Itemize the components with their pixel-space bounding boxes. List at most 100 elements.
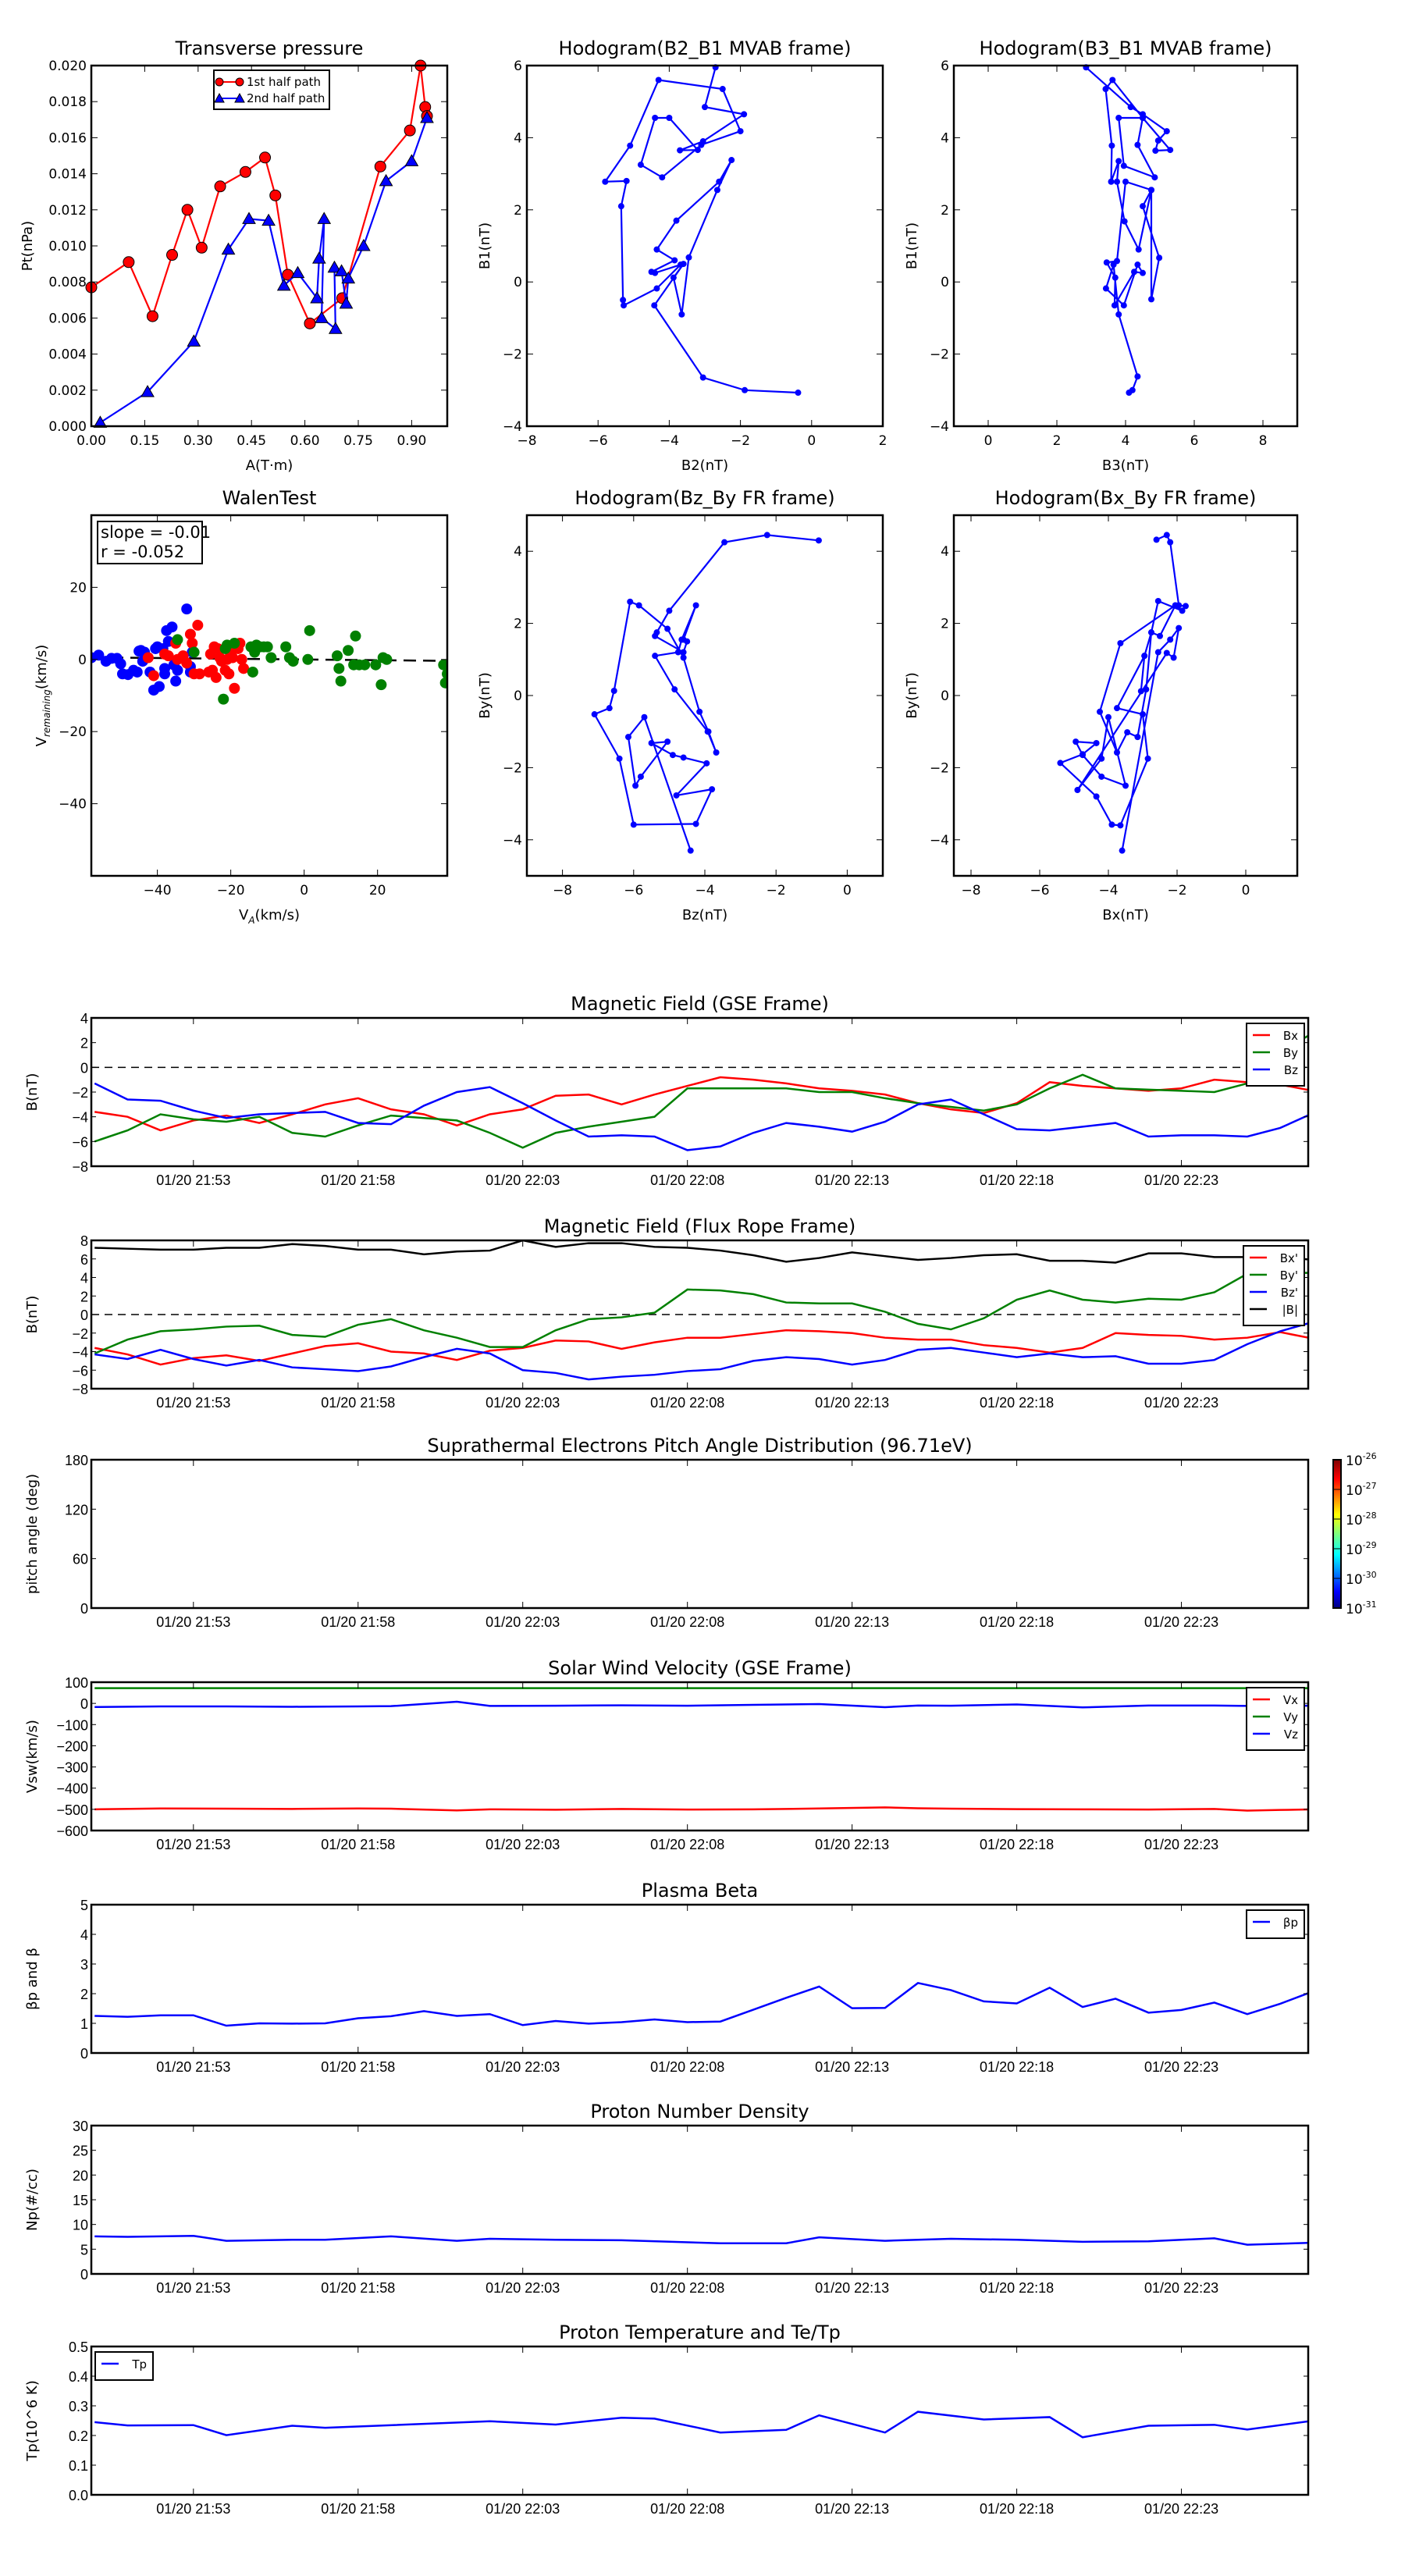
hodogram-bx-by-data-point	[1093, 793, 1100, 800]
proton-temperature-ytick-label: 0.4	[69, 2369, 88, 2385]
proton-density-ytick-label: 0	[80, 2267, 88, 2282]
walen-data-point-green	[350, 630, 361, 642]
plasma-beta-ytick-label: 4	[80, 1927, 88, 1943]
hodogram-bz-by-data-point	[678, 636, 685, 643]
hodogram-bz-by-data-point	[652, 653, 659, 660]
hodogram-bz-by-data-point	[713, 749, 720, 756]
walen-data-point-blue	[159, 663, 171, 674]
proton-density-ylabel: Np(#/cc)	[24, 2169, 41, 2231]
hodogram-bx-by-axes-frame	[952, 514, 1299, 877]
hodogram-b3-b1-axes-frame	[952, 64, 1299, 428]
hodogram-b3-b1-ytick-label: 6	[941, 59, 949, 74]
mag-gse-chart: Magnetic Field (GSE Frame) −8 −6 −4 −2 0 2 4 01/…	[24, 993, 1310, 1188]
proton-density-ytick-label: 25	[73, 2144, 88, 2159]
hodogram-b3-b1-xtick-label: 2	[1053, 433, 1062, 449]
hodogram-bx-by-xtick-label: −8	[961, 883, 980, 898]
hodogram-bz-by-ytick-label: 2	[514, 617, 522, 632]
pitch-angle-xtick-label: 01/20 22:03	[486, 1614, 560, 1630]
hodogram-b3-b1-xlabel: B3(nT)	[1102, 457, 1149, 474]
hodogram-b3-b1-data-point	[1103, 259, 1110, 266]
hodogram-b3-b1-data-point	[1140, 269, 1146, 276]
tp-legend: 1st half path 2nd half path	[213, 69, 330, 110]
walen-data-point-green	[302, 653, 314, 665]
hodogram-b3-b1-data-point	[1131, 269, 1137, 276]
hodogram-bx-by-data-point	[1072, 738, 1080, 745]
proton-density-xtick-label: 01/20 22:23	[1144, 2280, 1218, 2296]
solar-wind-velocity-xtick-label: 01/20 22:13	[815, 1837, 889, 1852]
hodogram-bx-by-ytick-label: 4	[941, 544, 949, 560]
hodogram-b3-b1-data-point	[1134, 262, 1141, 269]
hodogram-b2-b1-xtick-label: −4	[660, 433, 679, 449]
transverse-pressure-data-point	[304, 317, 316, 329]
walen-data-point-blue	[166, 621, 178, 633]
hodogram-bz-by-data-point	[680, 654, 687, 661]
walen-data-point-red	[187, 638, 198, 649]
hodogram-b3-b1-data-point	[1111, 302, 1118, 309]
hodogram-bx-by-data-point	[1122, 782, 1129, 789]
walen-data-point-green	[218, 693, 229, 705]
hodogram-b2-b1-data-point	[652, 114, 659, 121]
hodogram-bz-by-data-point	[705, 728, 712, 735]
hodogram-bz-by-data-point	[641, 713, 648, 720]
hodogram-bz-by-data-point	[673, 792, 680, 799]
hodogram-bx-by-data-point	[1140, 711, 1146, 718]
mag-fr-ytick-label: 8	[80, 1233, 88, 1249]
transverse-pressure-data-point	[311, 251, 326, 264]
proton-density-series-np	[94, 2234, 1308, 2246]
walen-test-ylabel: Vremaining(km/s)	[34, 645, 52, 747]
colorbar-exponent: -27	[1363, 1481, 1377, 1491]
legend-label: By	[1283, 1046, 1298, 1060]
plasma-beta-xtick-label: 01/20 21:58	[321, 2059, 395, 2075]
transverse-pressure-xtick-label: 0.75	[343, 433, 373, 449]
hodogram-b2-b1-ytick-label: 6	[514, 59, 522, 74]
walen-test-ytick-label: −20	[59, 724, 87, 740]
transverse-pressure-data-point	[339, 296, 354, 309]
legend-label: βp	[1283, 1916, 1298, 1930]
transverse-pressure-ytick-label: 0.010	[48, 239, 87, 254]
plasma-beta-xtick-label: 01/20 21:53	[156, 2059, 230, 2075]
hodogram-bz-by-ytick-label: −4	[503, 833, 522, 849]
walen-data-point-green	[343, 645, 354, 656]
solar-wind-velocity-legend: Vx Vy Vz	[1246, 1687, 1305, 1751]
hodogram-b3-b1-data-point	[1127, 104, 1134, 111]
solar-wind-velocity-chart: Solar Wind Velocity (GSE Frame) −600 −500 −…	[24, 1657, 1310, 1852]
hodogram-bz-by-data-point	[692, 602, 699, 609]
hodogram-b2-b1-data-point	[741, 111, 748, 118]
hodogram-bz-by-data-point	[664, 625, 671, 632]
hodogram-b3-b1-data-point	[1122, 178, 1129, 185]
colorbar-tick-label: 10-31	[1346, 1599, 1377, 1617]
transverse-pressure-title: Transverse pressure	[175, 37, 364, 59]
ylabel-base: V	[34, 736, 50, 746]
hodogram-bx-by-data-point	[1179, 607, 1186, 614]
hodogram-bz-by-data-point	[632, 782, 639, 789]
mag-fr-legend: Bx' By' Bz' |B|	[1243, 1245, 1305, 1326]
hodogram-b3-b1-chart: Hodogram(B3_B1 MVAB frame) −4 −2 0 2 4 6 0 2 4 6 8 B…	[904, 37, 1299, 474]
walen-data-point-blue	[153, 681, 165, 692]
solar-wind-velocity-xtick-label: 01/20 21:53	[156, 1837, 230, 1852]
proton-density-title: Proton Number Density	[590, 2101, 809, 2122]
mag-fr-series-by	[94, 1272, 1308, 1355]
pitch-angle-chart: Suprathermal Electrons Pitch Angle Distr…	[24, 1435, 1377, 1630]
plasma-beta-ytick-label: 0	[80, 2046, 88, 2062]
hodogram-b2-b1-xtick-label: −6	[589, 433, 608, 449]
colorbar-base: 10	[1346, 1602, 1363, 1617]
hodogram-bz-by-data-point	[692, 820, 699, 827]
hodogram-b3-b1-data-point	[1140, 114, 1146, 121]
hodogram-bx-by-data-point	[1153, 536, 1160, 543]
transverse-pressure-data-point	[379, 173, 393, 187]
transverse-pressure-ytick-label: 0.016	[48, 130, 87, 146]
proton-density-xtick-label: 01/20 22:13	[815, 2280, 889, 2296]
plasma-beta-xtick-label: 01/20 22:23	[1144, 2059, 1218, 2075]
walen-data-point-green	[172, 634, 183, 646]
transverse-pressure-data-point	[146, 310, 158, 322]
solar-wind-velocity-series-vx	[94, 1806, 1308, 1812]
colorbar-exponent: -26	[1363, 1451, 1377, 1461]
walen-data-point-red	[194, 668, 205, 680]
hodogram-bz-by-xlabel: Bz(nT)	[682, 907, 727, 923]
plasma-beta-xtick-label: 01/20 22:08	[650, 2059, 724, 2075]
pitch-angle-axes-frame	[90, 1458, 1310, 1610]
hodogram-b2-b1-data-point	[742, 386, 749, 393]
colorbar-base: 10	[1346, 1572, 1363, 1588]
hodogram-bx-by-title: Hodogram(Bx_By FR frame)	[995, 487, 1257, 509]
